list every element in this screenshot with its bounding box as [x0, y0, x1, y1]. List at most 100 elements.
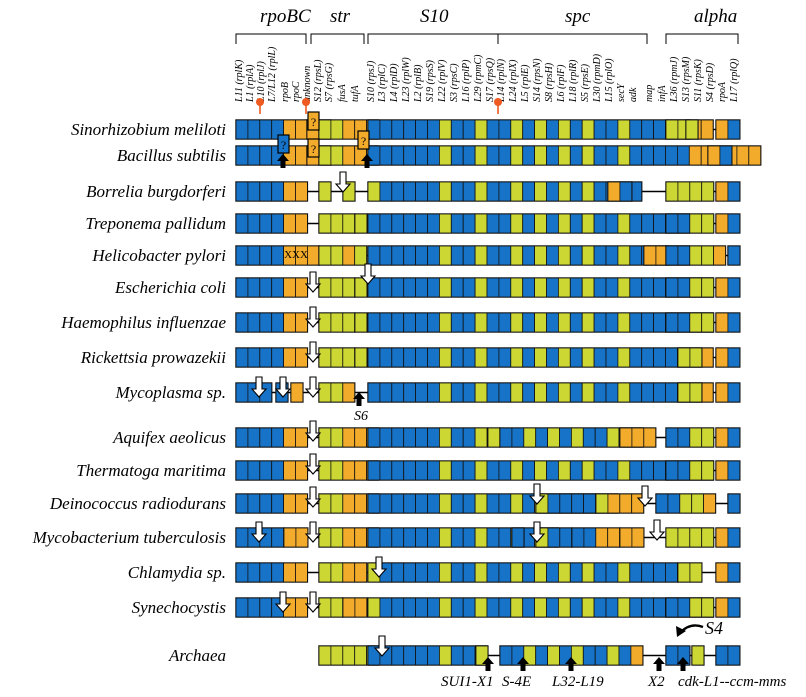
gene-box — [653, 347, 666, 368]
gene-box — [715, 597, 729, 618]
gene-box — [403, 312, 417, 333]
gene-box — [486, 347, 500, 368]
gene-box — [438, 382, 452, 403]
gene-box — [701, 312, 715, 333]
gene-box — [618, 645, 632, 666]
gene-box — [450, 460, 464, 481]
gene-box — [330, 427, 344, 448]
gene-box — [259, 119, 273, 140]
gene-label: L7/L12 (rplL) — [267, 46, 278, 103]
gene-box — [653, 277, 666, 298]
s4-arrowhead-icon — [676, 626, 686, 637]
gene-box — [427, 562, 440, 583]
gene-box — [605, 562, 619, 583]
gene-box — [594, 427, 608, 448]
gene-box — [415, 493, 428, 514]
gene-box — [354, 645, 368, 666]
gene-box — [546, 347, 559, 368]
gene-box — [462, 119, 476, 140]
gene-box — [689, 312, 703, 333]
gene-box — [522, 181, 536, 202]
gene-label: L11 (rplK) — [234, 59, 245, 103]
gene-box — [486, 245, 500, 266]
gene-box — [462, 312, 476, 333]
gene-box — [354, 527, 368, 548]
gene-box — [318, 213, 332, 234]
gene-box — [569, 145, 583, 166]
gene-row — [235, 493, 741, 514]
gene-box — [546, 277, 559, 298]
gene-box — [427, 597, 440, 618]
gene-box — [715, 277, 729, 298]
gene-box — [700, 119, 714, 140]
gene-box — [474, 312, 488, 333]
gene-box — [450, 347, 464, 368]
operon-label-s10: S10 — [420, 6, 449, 27]
gene-box — [330, 277, 344, 298]
gene-box — [391, 597, 405, 618]
gene-box — [522, 382, 536, 403]
gene-box — [689, 597, 703, 618]
gene-box — [318, 527, 332, 548]
gene-box — [605, 245, 619, 266]
gene-box — [247, 245, 261, 266]
gene-box — [522, 597, 536, 618]
organism-label: Synechocystis — [132, 598, 227, 617]
gene-box — [605, 347, 619, 368]
gene-row — [235, 213, 741, 234]
gene-box — [330, 119, 344, 140]
gene-box — [379, 527, 393, 548]
gene-box — [427, 427, 440, 448]
gene-box — [559, 493, 573, 514]
gene-box — [571, 427, 584, 448]
gene-box — [391, 312, 405, 333]
gene-box — [581, 562, 595, 583]
gene-box — [701, 597, 715, 618]
gene-box — [330, 645, 344, 666]
gene-box — [558, 119, 571, 140]
gene-label: S19 (rpsS) — [425, 59, 436, 102]
gene-box — [367, 493, 381, 514]
gene-box — [558, 213, 571, 234]
gene-box — [235, 347, 249, 368]
gene-box — [486, 277, 500, 298]
gene-box — [283, 312, 296, 333]
gene-box — [558, 145, 571, 166]
deletion-arrow-icon — [304, 420, 322, 442]
gene-box — [354, 597, 368, 618]
gene-box — [581, 312, 595, 333]
gene-box — [665, 312, 679, 333]
operon-bracket — [497, 33, 648, 44]
gene-box — [367, 382, 381, 403]
gene-box — [415, 527, 428, 548]
gene-box — [259, 277, 273, 298]
gene-box — [247, 277, 261, 298]
gene-label: L24 (rplX) — [508, 59, 519, 103]
gene-box — [403, 597, 417, 618]
gene-box — [259, 460, 273, 481]
gene-box — [403, 382, 417, 403]
gene-box — [727, 277, 741, 298]
gene-box — [462, 597, 476, 618]
deletion-arrow-icon — [359, 263, 377, 285]
gene-label: S17 (rpsQ) — [485, 57, 496, 102]
deletion-arrow-icon — [304, 521, 322, 543]
gene-box — [510, 312, 524, 333]
gene-box — [283, 460, 296, 481]
gene-box — [595, 493, 609, 514]
gene-box — [391, 347, 405, 368]
gene-box — [629, 213, 643, 234]
gene-box — [450, 277, 464, 298]
gene-box — [462, 213, 476, 234]
gene-box — [558, 562, 571, 583]
gene-box — [689, 562, 703, 583]
gene-box — [474, 382, 488, 403]
gene-box — [665, 181, 679, 202]
gene-box — [391, 645, 405, 666]
gene-box — [295, 145, 308, 166]
gene-label: map — [644, 85, 655, 102]
gene-box — [653, 145, 666, 166]
gene-box — [713, 245, 726, 266]
gene-box — [379, 213, 393, 234]
gene-label: S3 (rpsC) — [449, 63, 460, 102]
